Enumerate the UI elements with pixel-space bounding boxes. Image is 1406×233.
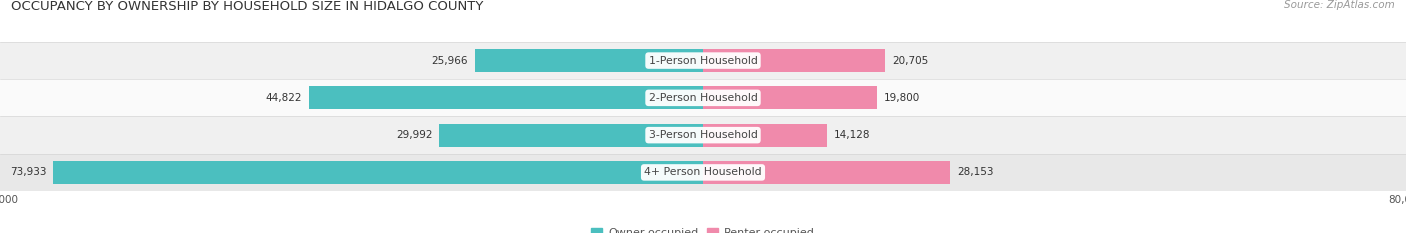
Bar bbox=[0, 42, 1406, 79]
Legend: Owner-occupied, Renter-occupied: Owner-occupied, Renter-occupied bbox=[586, 223, 820, 233]
Bar bbox=[703, 161, 950, 184]
Text: 44,822: 44,822 bbox=[266, 93, 302, 103]
Text: Source: ZipAtlas.com: Source: ZipAtlas.com bbox=[1284, 0, 1395, 10]
Text: 19,800: 19,800 bbox=[884, 93, 921, 103]
Text: 20,705: 20,705 bbox=[891, 56, 928, 65]
Text: 73,933: 73,933 bbox=[10, 168, 46, 177]
Text: 14,128: 14,128 bbox=[834, 130, 870, 140]
Bar bbox=[0, 79, 1406, 116]
Text: 25,966: 25,966 bbox=[432, 56, 468, 65]
Text: 1-Person Household: 1-Person Household bbox=[648, 56, 758, 65]
Text: OCCUPANCY BY OWNERSHIP BY HOUSEHOLD SIZE IN HIDALGO COUNTY: OCCUPANCY BY OWNERSHIP BY HOUSEHOLD SIZE… bbox=[11, 0, 484, 13]
Bar bbox=[703, 123, 827, 147]
Text: 29,992: 29,992 bbox=[396, 130, 433, 140]
Bar bbox=[53, 161, 703, 184]
Text: 3-Person Household: 3-Person Household bbox=[648, 130, 758, 140]
Bar bbox=[703, 49, 884, 72]
Text: 2-Person Household: 2-Person Household bbox=[648, 93, 758, 103]
Bar bbox=[475, 49, 703, 72]
Bar bbox=[703, 86, 877, 110]
Text: 28,153: 28,153 bbox=[957, 168, 994, 177]
Text: 4+ Person Household: 4+ Person Household bbox=[644, 168, 762, 177]
Bar bbox=[309, 86, 703, 110]
Bar bbox=[440, 123, 703, 147]
Bar bbox=[0, 154, 1406, 191]
Bar bbox=[0, 116, 1406, 154]
